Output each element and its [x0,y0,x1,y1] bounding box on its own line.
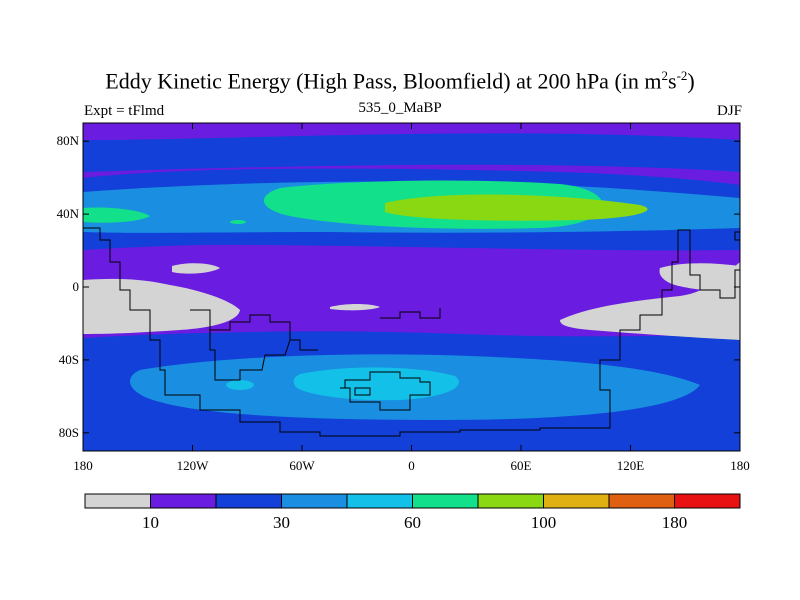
lat-tick-label: 80N [57,133,80,148]
field-west-green [83,207,150,223]
lat-tick-label: 80S [59,425,79,440]
colorbar: 10 30 60 100 180 [84,493,741,532]
field-grey-indian [560,262,740,340]
field-north-blue [83,133,740,172]
lon-tick-label: 180 [730,458,750,473]
season-label: DJF [716,103,742,119]
colorbar-label: 30 [273,513,290,532]
lon-tick-label: 120W [177,458,210,473]
map-field [83,123,740,451]
colorbar-swatch [674,493,741,509]
lon-tick-label: 0 [408,458,415,473]
colorbar-swatch [543,493,610,509]
field-grey-small-1 [172,263,220,274]
field-south-blue [83,430,740,451]
lat-tick-label: 40N [57,206,80,221]
field-jet-core-lime [385,194,648,221]
lat-tick-label: 0 [73,279,80,294]
colorbar-swatch [346,493,413,509]
coastlines [83,227,740,437]
lon-tick-label: 60E [511,458,532,473]
colorbar-swatch [215,493,282,509]
colorbar-swatch [477,493,544,509]
longitude-axis: 180 120W 60W 0 60E 120E 180 [73,123,750,473]
lat-tick-label: 40S [59,352,79,367]
case-label: 535_0_MaBP [358,100,442,116]
lon-tick-label: 120E [617,458,645,473]
colorbar-swatch [84,493,151,509]
field-grey-pacific [83,278,240,334]
field-grey-small-2 [330,304,380,311]
lon-tick-label: 180 [73,458,93,473]
colorbar-label: 180 [662,513,688,532]
experiment-label: Expt = tFlmd [84,103,165,119]
lon-tick-label: 60W [289,458,315,473]
colorbar-swatch [150,493,217,509]
colorbar-label: 60 [404,513,421,532]
map-title: Eddy Kinetic Energy (High Pass, Bloomfie… [105,68,695,94]
field-small-cyan [226,380,254,390]
colorbar-label: 100 [531,513,557,532]
colorbar-swatch [608,493,675,509]
latitude-axis: 80N 40N 0 40S 80S [57,133,740,440]
colorbar-swatch [281,493,348,509]
field-southern-jet-cyan [293,367,459,401]
field-small-green [230,220,246,224]
colorbar-label: 10 [142,513,159,532]
colorbar-swatch [412,493,479,509]
